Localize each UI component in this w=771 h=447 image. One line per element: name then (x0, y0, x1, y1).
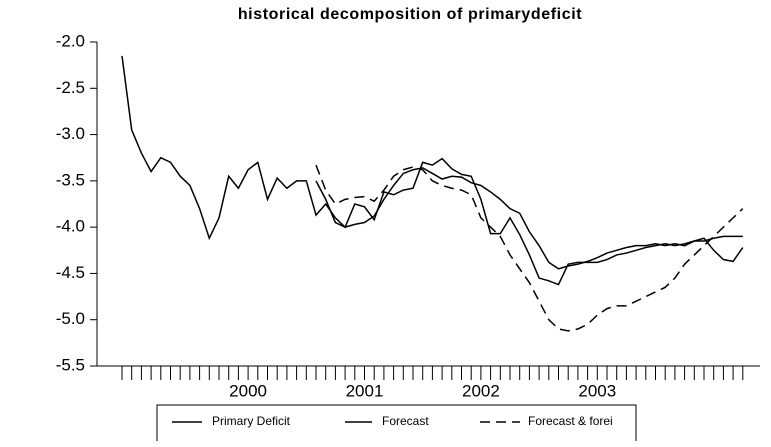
x-tick-label: 2003 (578, 381, 616, 400)
x-tick-label: 2002 (462, 381, 500, 400)
legend-label: Forecast (382, 414, 429, 428)
y-tick-label: -2.5 (56, 78, 85, 97)
legend-box (156, 404, 637, 441)
y-tick-label: -2.0 (56, 31, 85, 50)
series-line (121, 55, 744, 286)
y-tick-label: -4.0 (56, 217, 85, 236)
y-tick-label: -3.0 (56, 124, 85, 143)
x-tick-label: 2000 (229, 381, 267, 400)
series-line (315, 164, 744, 332)
y-tick-label: -4.5 (56, 263, 85, 282)
y-tick-label: -5.0 (56, 309, 85, 328)
x-tick-label: 2001 (346, 381, 384, 400)
y-tick-label: -3.5 (56, 170, 85, 189)
series-line (315, 167, 743, 270)
legend-label: Forecast & forei (528, 414, 613, 428)
chart-title: historical decomposition of primarydefic… (238, 6, 582, 23)
legend-label: Primary Deficit (212, 414, 291, 428)
y-tick-label: -5.5 (56, 355, 85, 374)
